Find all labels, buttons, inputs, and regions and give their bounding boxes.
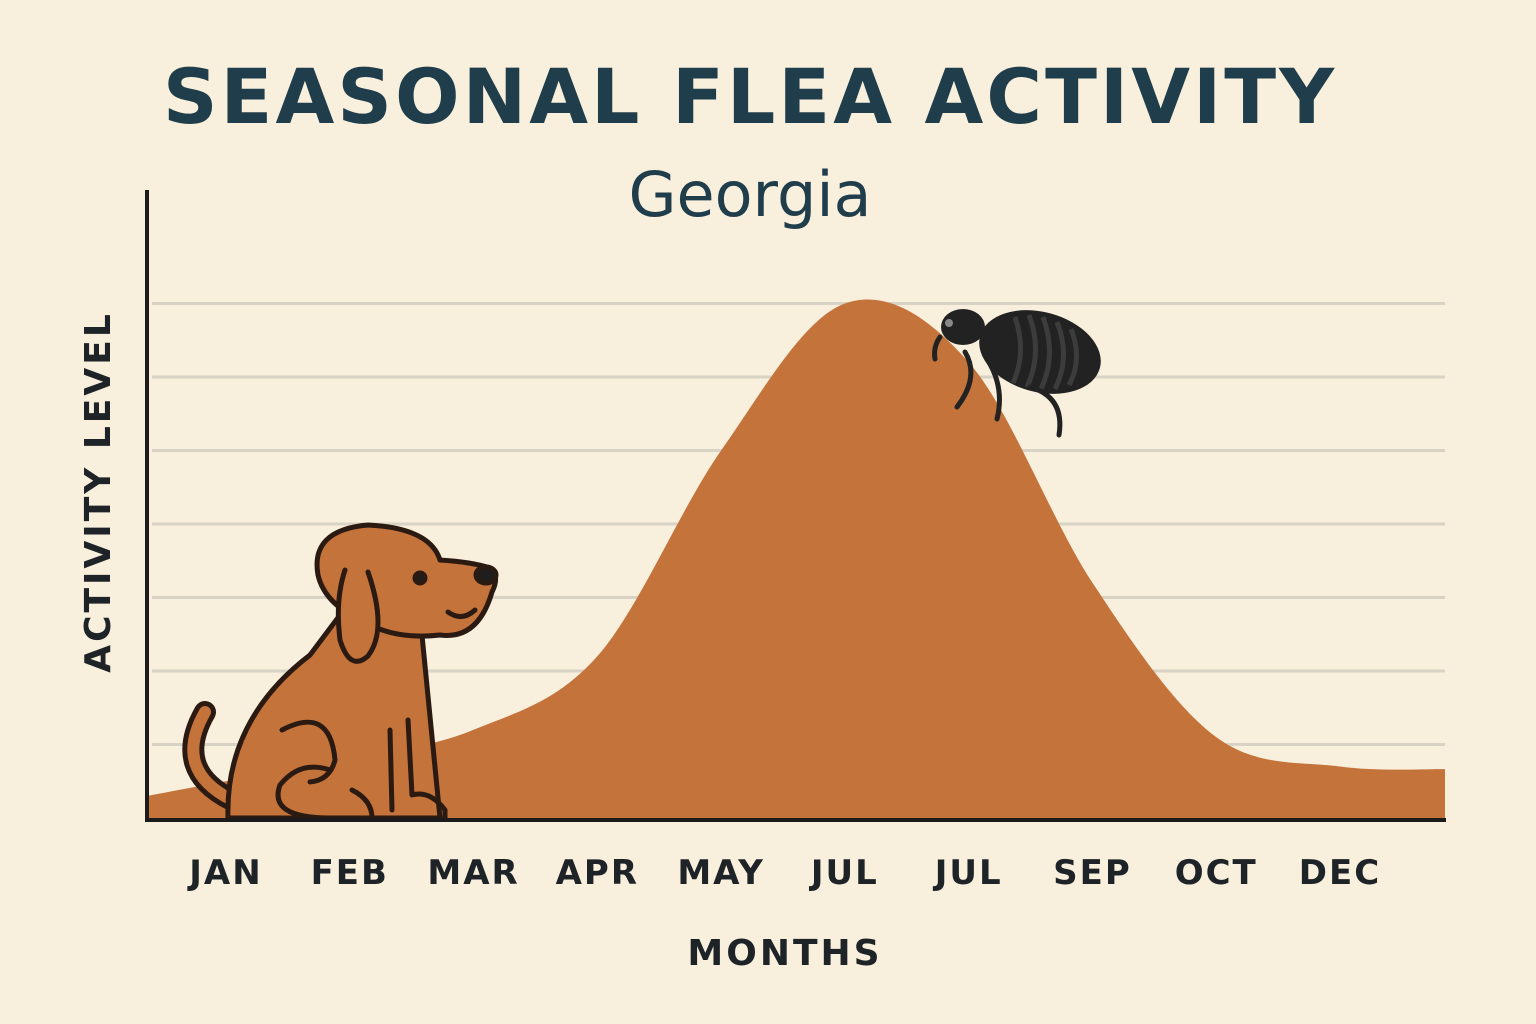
x-tick-label: FEB bbox=[311, 853, 389, 893]
activity-area bbox=[147, 299, 1445, 818]
x-tick-label: JUL bbox=[933, 853, 1003, 893]
x-tick-labels: JAN FEB MAR APR MAY JUL JUL SEP OCT DEC bbox=[187, 853, 1381, 893]
x-tick-label: OCT bbox=[1175, 853, 1258, 893]
axes bbox=[145, 190, 1446, 822]
x-tick-label: JAN bbox=[187, 853, 262, 893]
x-tick-label: MAY bbox=[677, 853, 765, 893]
chart-subtitle: Georgia bbox=[628, 158, 872, 231]
chart-title: SEASONAL FLEA ACTIVITY bbox=[162, 52, 1338, 141]
x-tick-label: MAR bbox=[427, 853, 519, 893]
y-axis-label: ACTIVITY LEVEL bbox=[78, 311, 119, 673]
x-tick-label: JUL bbox=[809, 853, 879, 893]
x-tick-label: DEC bbox=[1299, 853, 1381, 893]
x-axis-label: MONTHS bbox=[687, 933, 882, 974]
flea-illustration bbox=[932, 309, 1101, 438]
dog-illustration bbox=[182, 522, 499, 821]
x-tick-label: SEP bbox=[1053, 853, 1132, 893]
x-tick-label: APR bbox=[556, 853, 639, 893]
